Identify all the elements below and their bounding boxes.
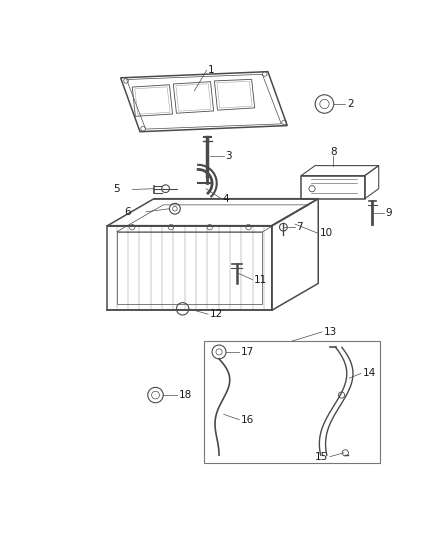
Text: 5: 5 [113,184,120,195]
Text: 3: 3 [225,151,232,161]
Text: 12: 12 [210,309,223,319]
Text: 8: 8 [330,147,336,157]
Text: 14: 14 [362,368,376,378]
Text: 18: 18 [179,390,192,400]
Text: 10: 10 [320,228,333,238]
Text: 17: 17 [241,347,254,357]
Text: 6: 6 [124,207,131,217]
Text: 7: 7 [297,222,303,232]
Text: 15: 15 [314,451,328,462]
Text: 1: 1 [208,65,215,75]
Text: 9: 9 [386,207,392,217]
Text: 11: 11 [254,274,267,285]
Text: 13: 13 [324,327,337,337]
Bar [204,341,380,463]
Text: 16: 16 [241,415,254,425]
Text: 2: 2 [347,99,353,109]
Text: 4: 4 [223,193,230,204]
